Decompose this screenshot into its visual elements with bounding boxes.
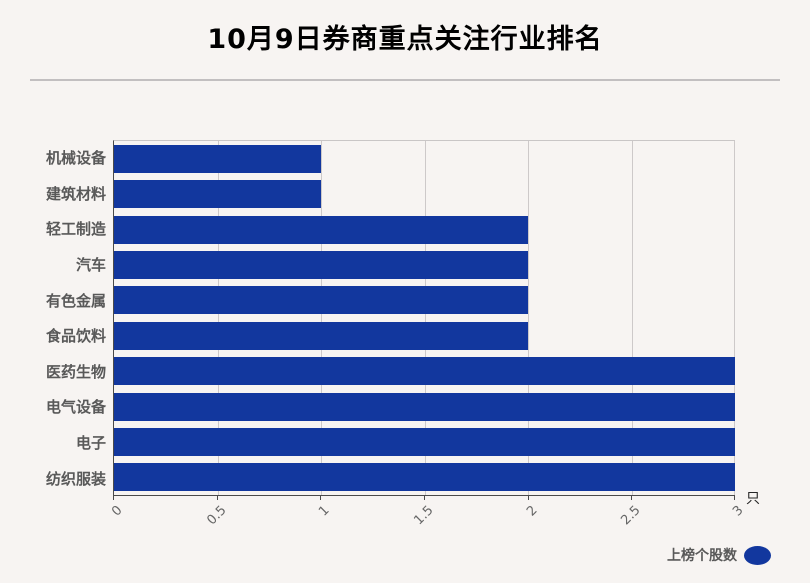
bar: [114, 463, 735, 492]
bar: [114, 357, 735, 386]
bar-row: [114, 283, 735, 318]
tick-mark: [734, 496, 735, 500]
gridline: [528, 141, 529, 495]
bar: [114, 427, 735, 456]
category-label: 食品饮料: [45, 327, 106, 346]
bar-row: [114, 141, 735, 176]
bar: [114, 250, 528, 279]
x-tick-label: 1.5: [411, 503, 437, 529]
x-tick-label: 2.5: [618, 503, 644, 529]
bar: [114, 321, 528, 350]
y-axis-labels: 机械设备建筑材料轻工制造汽车有色金属食品饮料医药生物电气设备电子纺织服装: [0, 140, 106, 496]
category-label: 汽车: [75, 256, 106, 275]
legend-marker-icon: [744, 545, 771, 565]
x-axis-unit-label: 只: [746, 491, 760, 507]
bars-container: [114, 141, 735, 495]
category-label: 有色金属: [45, 291, 106, 310]
bar-row: [114, 176, 735, 211]
bar-row: [114, 424, 735, 459]
gridline: [424, 141, 426, 495]
tick-mark: [424, 496, 425, 500]
bar-row: [114, 353, 735, 388]
bar-row: [114, 389, 735, 424]
x-tick-label: 0: [109, 503, 126, 520]
category-label: 轻工制造: [45, 220, 106, 239]
category-label: 纺织服装: [45, 469, 106, 488]
bar: [114, 180, 321, 209]
bar-row: [114, 212, 735, 247]
category-label: 电气设备: [45, 398, 106, 417]
bar-row: [114, 247, 735, 282]
legend-label: 上榜个股数: [667, 548, 737, 564]
bar: [114, 286, 528, 315]
gridline: [321, 141, 322, 495]
plot-area: [113, 140, 735, 496]
x-tick-label: 3: [730, 503, 747, 520]
title-divider: [30, 79, 780, 81]
legend: 上榜个股数: [667, 545, 771, 565]
bar-row: [114, 460, 735, 495]
category-label: 电子: [75, 434, 106, 453]
x-tick-label: 0.5: [204, 503, 230, 529]
tick-mark: [631, 496, 633, 500]
gridline: [734, 141, 735, 495]
gridline: [217, 141, 219, 495]
category-label: 医药生物: [45, 362, 106, 381]
gridline: [631, 141, 633, 495]
category-label: 建筑材料: [45, 184, 106, 203]
bar: [114, 392, 735, 421]
x-tick-label: 2: [523, 503, 541, 520]
chart-title: 10月9日券商重点关注行业排名: [207, 24, 603, 55]
tick-mark: [113, 496, 114, 500]
tick-mark: [320, 496, 322, 500]
tick-mark: [527, 496, 529, 500]
bar: [114, 144, 321, 173]
category-label: 机械设备: [45, 149, 106, 168]
tick-mark: [216, 496, 218, 500]
bar-row: [114, 318, 735, 353]
x-tick-label: 1: [316, 503, 333, 520]
bar: [114, 215, 528, 244]
